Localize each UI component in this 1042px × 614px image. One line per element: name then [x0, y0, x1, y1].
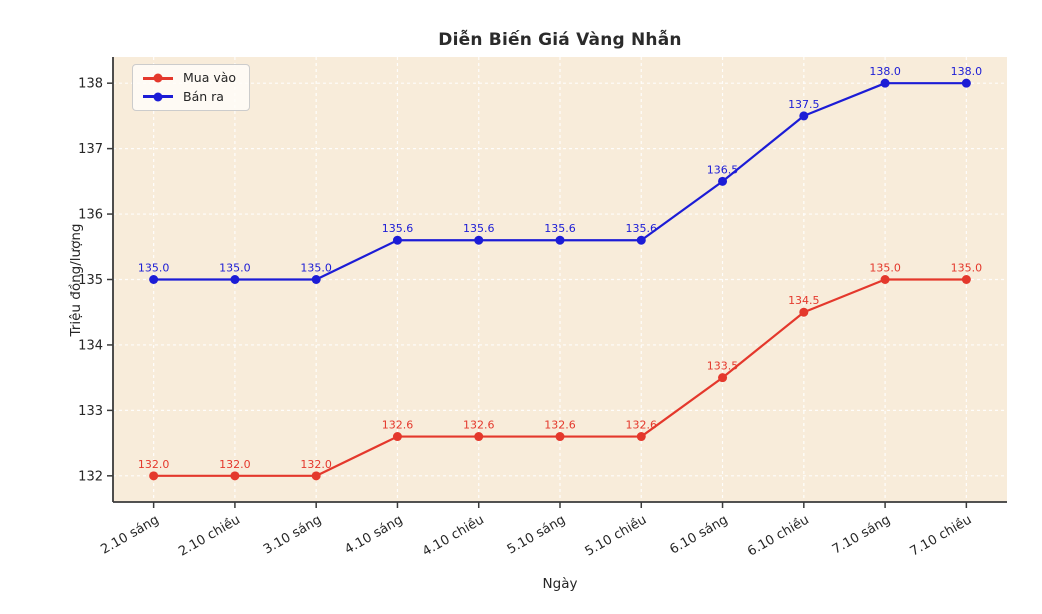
value-label: 132.6	[626, 419, 658, 432]
value-label: 135.0	[219, 262, 251, 275]
x-tick-label: 6.10 sáng	[667, 512, 730, 557]
legend-item-0: Mua vào	[143, 70, 237, 85]
data-point	[718, 176, 728, 186]
data-point	[799, 111, 809, 121]
data-point	[474, 235, 484, 245]
data-point	[474, 432, 484, 442]
value-label: 133.5	[707, 360, 739, 373]
value-label: 132.0	[138, 458, 170, 471]
y-tick-label: 136	[78, 208, 103, 223]
data-point	[961, 78, 971, 88]
value-label: 135.0	[869, 262, 901, 275]
data-point	[555, 235, 565, 245]
x-tick-label: 5.10 sáng	[505, 512, 568, 557]
y-tick-label: 133	[78, 404, 103, 419]
data-point	[230, 471, 240, 481]
value-label: 136.5	[707, 163, 739, 176]
value-label: 135.0	[300, 262, 332, 275]
y-tick-label: 132	[78, 469, 103, 484]
data-point	[311, 275, 321, 284]
data-point	[149, 471, 159, 481]
y-tick-label: 134	[78, 338, 103, 353]
legend-item-1: Bán ra	[143, 88, 236, 104]
x-axis-label: Ngày	[542, 576, 578, 592]
legend-line-marker-icon	[143, 91, 173, 102]
value-label: 132.6	[382, 419, 414, 432]
legend-line-marker-icon	[143, 73, 173, 84]
value-label: 132.0	[300, 458, 332, 471]
data-point	[880, 275, 890, 284]
x-tick-label: 4.10 sáng	[342, 512, 405, 557]
value-label: 135.6	[382, 222, 414, 235]
x-tick-label: 5.10 chiều	[583, 512, 650, 559]
data-point	[230, 275, 240, 284]
legend-item-label: Mua vào	[183, 70, 237, 85]
x-tick-label: 2.10 chiều	[176, 512, 243, 559]
data-point	[149, 275, 159, 284]
value-label: 135.0	[951, 262, 983, 275]
value-label: 132.6	[544, 419, 576, 432]
value-label: 132.0	[219, 458, 251, 471]
x-tick-label: 3.10 sáng	[261, 512, 324, 557]
data-point	[880, 78, 890, 88]
x-tick-label: 4.10 chiều	[420, 512, 487, 559]
x-tick-label: 6.10 chiều	[745, 512, 812, 559]
data-point	[799, 307, 809, 317]
data-point	[636, 235, 646, 245]
data-point	[961, 275, 971, 284]
data-point	[392, 235, 402, 245]
value-label: 135.6	[626, 222, 658, 235]
value-label: 134.5	[788, 294, 820, 307]
data-point	[718, 373, 728, 383]
data-point	[392, 432, 402, 442]
y-tick-label: 137	[78, 142, 103, 157]
value-label: 135.6	[544, 222, 576, 235]
x-tick-label: 7.10 sáng	[830, 512, 893, 557]
value-label: 138.0	[869, 65, 901, 78]
data-point	[311, 471, 321, 481]
value-label: 135.0	[138, 262, 170, 275]
value-label: 138.0	[951, 65, 983, 78]
data-point	[636, 432, 646, 442]
chart-title: Diễn Biến Giá Vàng Nhẫn	[438, 30, 682, 50]
x-tick-label: 2.10 sáng	[98, 512, 161, 557]
data-point	[555, 432, 565, 442]
value-label: 137.5	[788, 98, 820, 111]
legend-item-label: Bán ra	[183, 88, 224, 104]
y-tick-label: 138	[78, 77, 103, 92]
y-tick-label: 135	[78, 273, 103, 288]
value-label: 135.6	[463, 222, 495, 235]
value-label: 132.6	[463, 419, 495, 432]
y-axis-label: Triệu đồng/lượng	[68, 223, 84, 337]
x-tick-label: 7.10 chiều	[908, 512, 975, 559]
legend: Mua vào Bán ra	[132, 64, 251, 111]
